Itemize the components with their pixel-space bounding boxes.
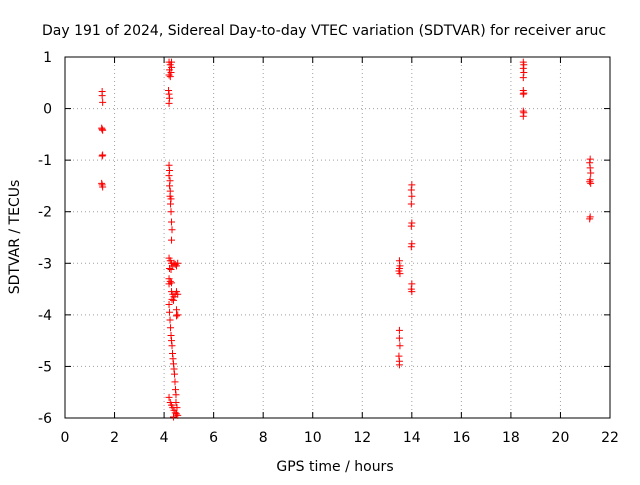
data-point — [99, 183, 107, 191]
data-point — [396, 270, 404, 278]
data-point — [407, 243, 415, 251]
chart-title: Day 191 of 2024, Sidereal Day-to-day VTE… — [42, 23, 606, 39]
data-point — [168, 236, 176, 244]
data-point — [166, 264, 174, 272]
data-point — [165, 99, 173, 107]
series-sdtvar — [98, 58, 595, 421]
data-point — [519, 74, 527, 82]
x-tick-label: 22 — [601, 430, 619, 446]
data-point — [171, 378, 179, 386]
data-point — [167, 324, 175, 332]
data-point — [167, 208, 175, 216]
data-point — [166, 182, 174, 190]
data-point — [165, 71, 173, 79]
data-point — [167, 200, 175, 208]
tick-labels: 0 2 4 6 8 10 12 14 16 18 20 22 -6 -5 -4 -3 -2 -1 0 1 — [38, 50, 619, 446]
x-tick-label: 14 — [403, 430, 421, 446]
data-point — [408, 288, 416, 296]
y-tick-label: -3 — [38, 256, 52, 272]
x-tick-label: 8 — [259, 430, 268, 446]
data-point — [170, 296, 178, 304]
x-tick-label: 18 — [502, 430, 520, 446]
data-point — [519, 112, 527, 120]
data-point — [586, 178, 594, 186]
data-point — [168, 295, 176, 303]
data-point — [165, 301, 173, 309]
x-tick-label: 2 — [110, 430, 119, 446]
x-tick-label: 12 — [353, 430, 371, 446]
data-point — [407, 200, 415, 208]
data-point — [587, 169, 595, 177]
data-point — [586, 215, 594, 223]
data-points — [98, 58, 595, 421]
data-point — [395, 326, 403, 334]
data-point — [587, 179, 595, 187]
y-tick-label: -4 — [38, 308, 52, 324]
x-tick-label: 10 — [304, 430, 322, 446]
data-point — [408, 192, 416, 200]
data-point — [166, 73, 174, 81]
data-point — [172, 410, 180, 418]
grid — [65, 57, 610, 418]
axes — [64, 56, 611, 419]
data-point — [172, 399, 180, 407]
data-point — [170, 370, 178, 378]
data-point — [172, 306, 180, 314]
data-point — [98, 92, 106, 100]
data-point — [168, 218, 176, 226]
y-tick-label: 0 — [43, 102, 52, 118]
data-point — [166, 316, 174, 324]
y-tick-label: -2 — [38, 205, 52, 221]
data-point — [99, 126, 107, 134]
data-point — [165, 172, 173, 180]
data-point — [396, 342, 404, 350]
x-tick-label: 4 — [160, 430, 169, 446]
data-point — [407, 186, 415, 194]
data-point — [174, 311, 182, 319]
x-tick-label: 6 — [209, 430, 218, 446]
x-axis-label: GPS time / hours — [276, 459, 393, 475]
y-tick-label: -6 — [38, 411, 52, 427]
x-tick-label: 0 — [61, 430, 70, 446]
data-point — [165, 393, 173, 401]
data-point — [407, 222, 415, 230]
data-point — [170, 413, 178, 421]
plot-frame — [64, 56, 611, 419]
x-tick-label: 20 — [552, 430, 570, 446]
data-point — [174, 290, 182, 298]
data-point — [174, 259, 182, 267]
data-point — [167, 265, 175, 273]
data-point — [519, 90, 527, 98]
data-point — [99, 151, 107, 159]
data-point — [168, 226, 176, 234]
data-point — [168, 342, 176, 350]
data-point — [165, 280, 173, 288]
y-axis-label: SDTVAR / TECUs — [7, 180, 23, 295]
data-point — [172, 391, 180, 399]
data-point — [174, 411, 182, 419]
data-point — [173, 404, 181, 412]
data-point — [166, 308, 174, 316]
data-point — [168, 58, 176, 66]
data-point — [99, 98, 107, 106]
y-tick-label: -1 — [38, 153, 52, 169]
data-point — [395, 334, 403, 342]
data-point — [172, 312, 180, 320]
x-tick-label: 16 — [452, 430, 470, 446]
data-point — [395, 361, 403, 369]
y-tick-label: -5 — [38, 359, 52, 375]
y-tick-label: 1 — [43, 50, 52, 66]
